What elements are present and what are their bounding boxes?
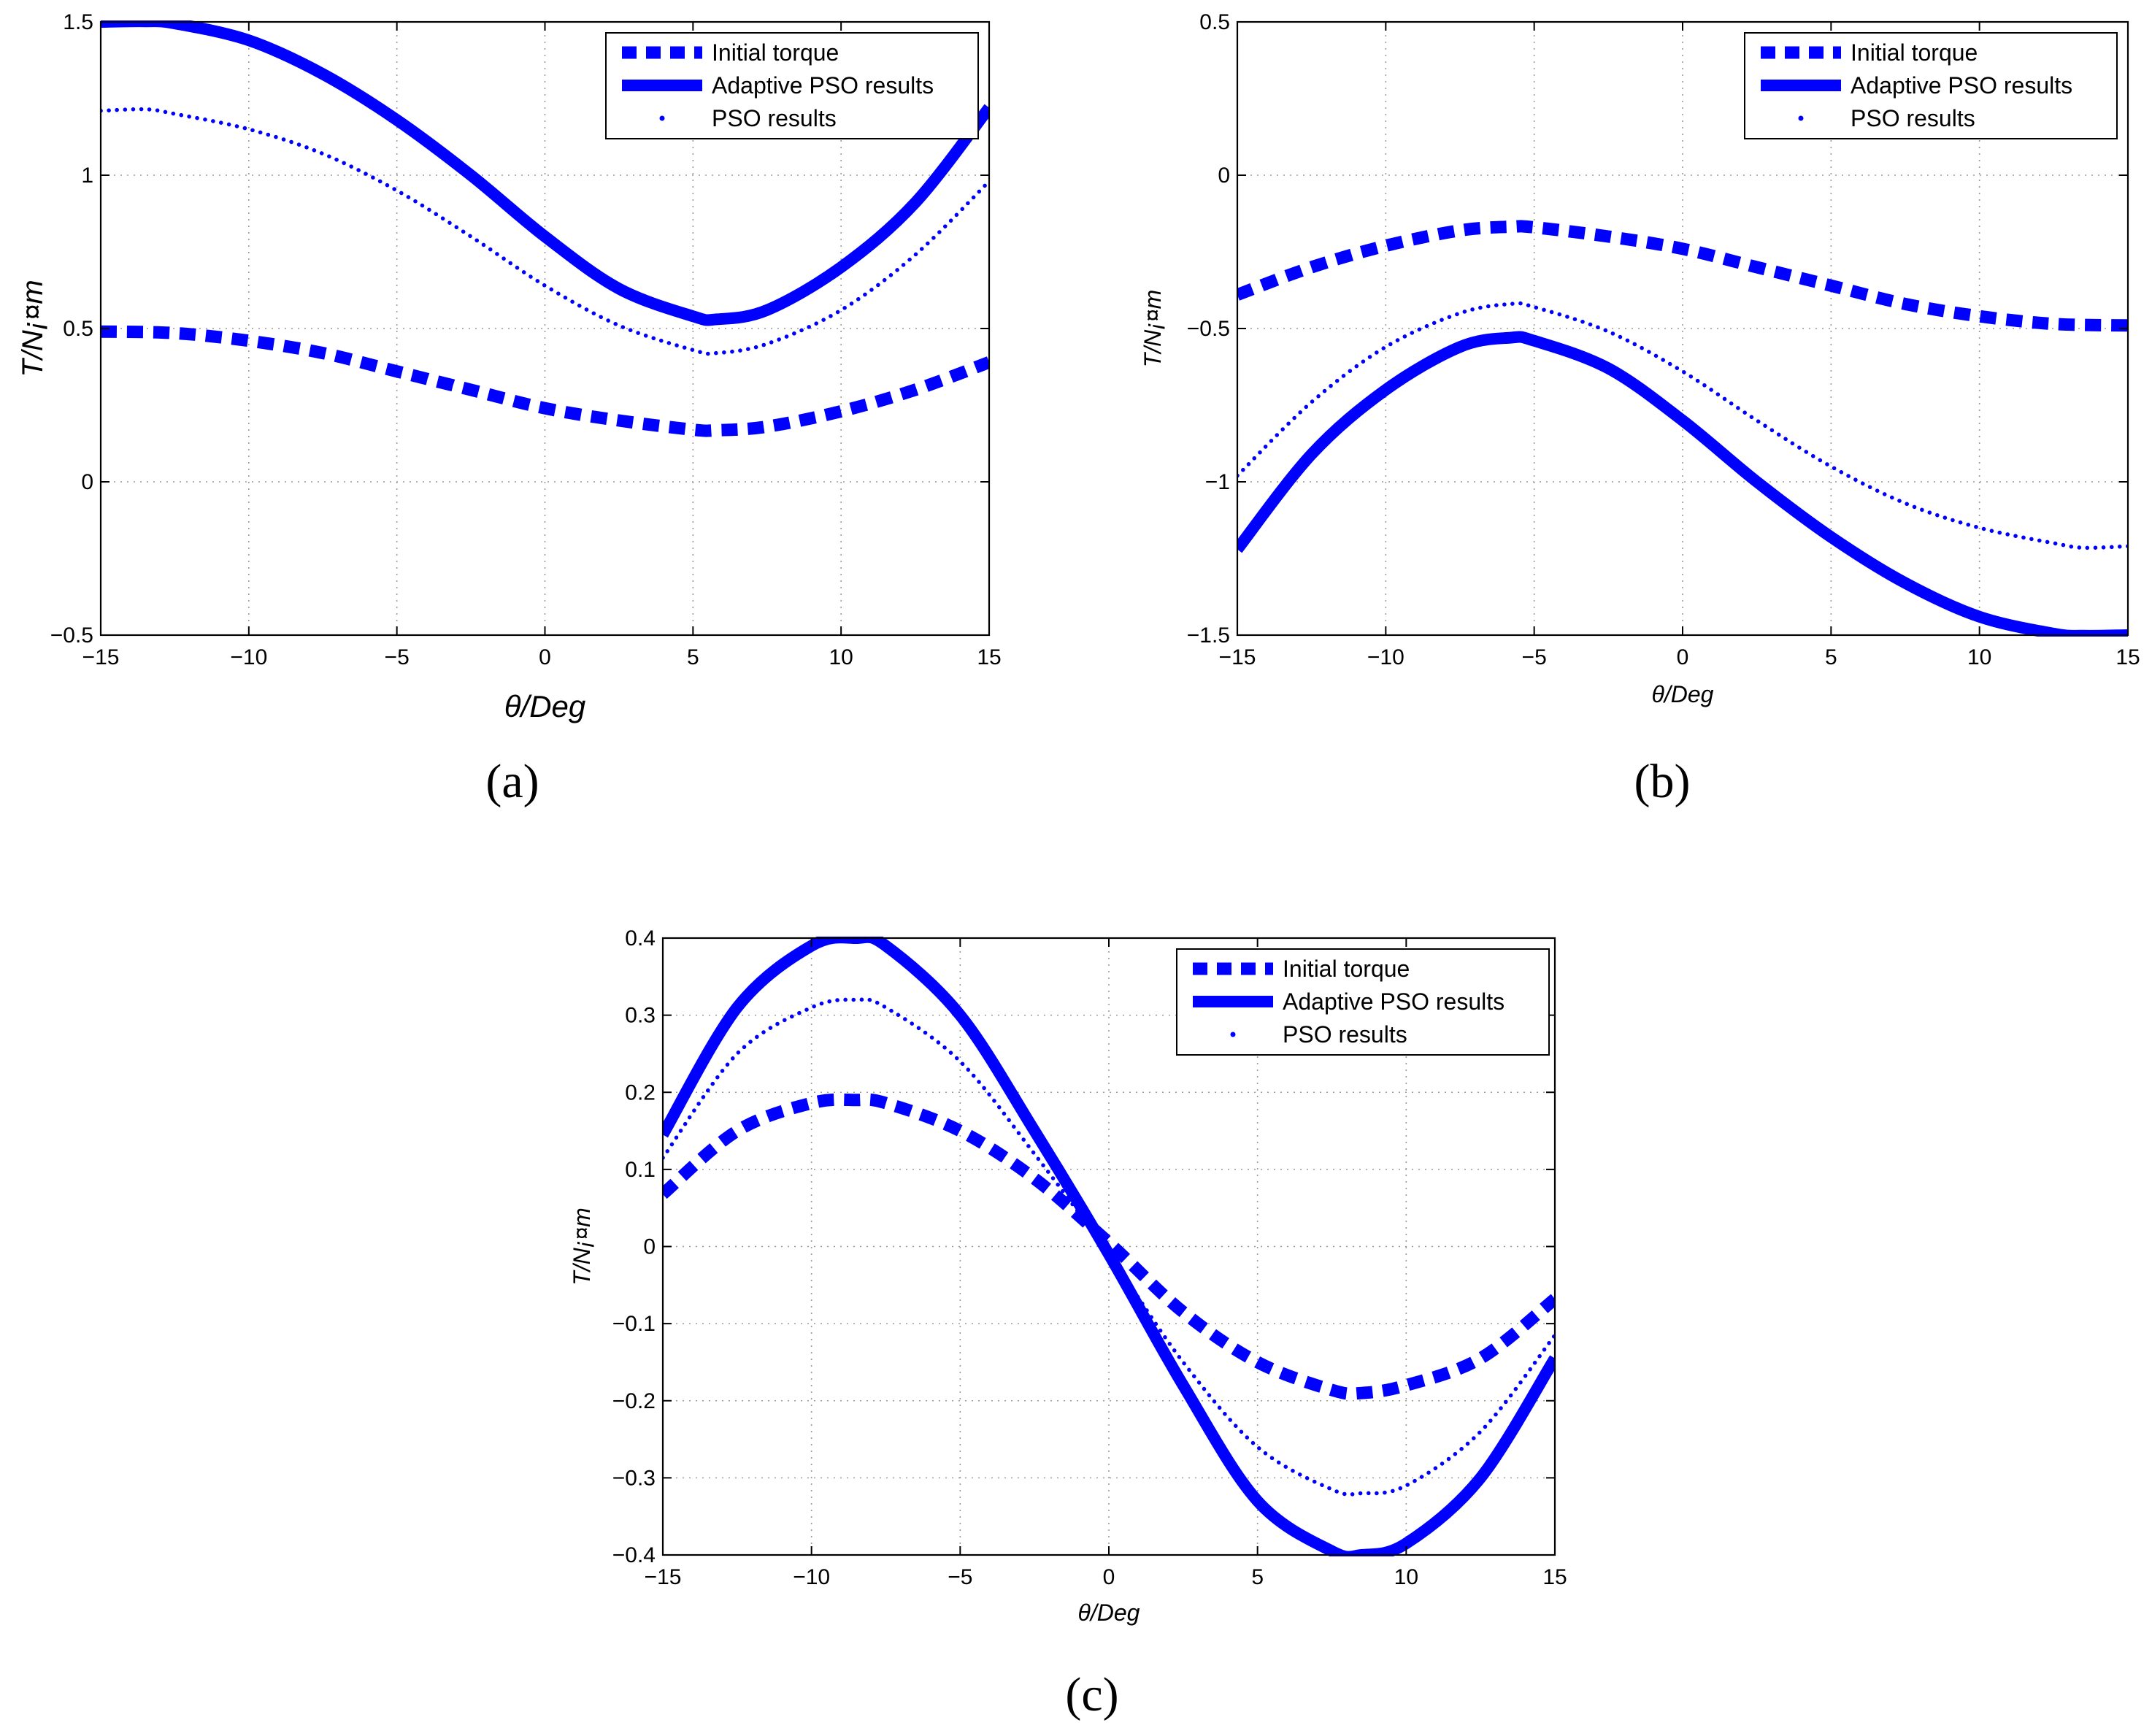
y-tick-label: −0.1 — [612, 1312, 656, 1336]
y-tick-label: 1.5 — [63, 10, 93, 34]
series-line-initial-torque — [1237, 220, 2128, 332]
y-tick-label: 0 — [643, 1235, 656, 1259]
panel-c: −15 −10 −5 0 5 10 15 −0.4 −0.3 −0.2 −0.1 0 0.1 0.2 0.3… — [569, 926, 1567, 1626]
series-line-adaptive-pso-results — [101, 20, 989, 326]
legend-swatch — [659, 115, 665, 121]
y-tick-label: −0.5 — [1187, 317, 1230, 341]
x-tick-label: 10 — [1394, 1565, 1418, 1589]
x-tick-label: 15 — [977, 645, 1001, 669]
legend-box — [605, 32, 979, 139]
series-line-pso-results — [663, 997, 1555, 1497]
x-tick-label: 0 — [1677, 645, 1689, 669]
x-tick-label: 0 — [539, 645, 551, 669]
y-tick-label: −1 — [1205, 470, 1230, 494]
legend-label: Adaptive PSO results — [712, 72, 934, 99]
y-tick-label: 0.1 — [625, 1158, 656, 1182]
legend-label: Initial torque — [712, 39, 839, 66]
series-group — [663, 937, 1555, 1556]
y-tick-label: −1.5 — [1187, 623, 1230, 648]
x-tick-label: −15 — [645, 1565, 682, 1589]
legend-label: PSO results — [1851, 105, 1975, 131]
series-line-adaptive-pso-results — [663, 937, 1555, 1556]
y-tick-label: 0.2 — [625, 1080, 656, 1105]
y-tick-label: 0 — [81, 470, 93, 494]
panel-a: −15 −10 −5 0 5 10 15 −0.5 0 0.5 1 1.5 θ/Deg T/N¡¤m Ini… — [17, 10, 1002, 723]
panel-label-a: (a) — [485, 755, 539, 808]
series-group — [1237, 220, 2128, 637]
legend-label: PSO results — [712, 105, 837, 131]
x-tick-label: 5 — [1251, 1565, 1264, 1589]
legend-label: Initial torque — [1283, 956, 1410, 982]
series-line-initial-torque — [101, 325, 989, 437]
y-tick-label: −0.5 — [50, 623, 93, 648]
y-axis-label: T/N¡¤m — [1140, 290, 1166, 368]
y-tick-label: 0.3 — [625, 1004, 656, 1028]
x-tick-label: −10 — [1367, 645, 1404, 669]
y-tick-label: 1 — [81, 164, 93, 188]
x-axis-label: θ/Deg — [1652, 681, 1714, 707]
legend-label: Initial torque — [1851, 39, 1978, 66]
legend-label: Adaptive PSO results — [1283, 988, 1505, 1015]
x-axis-label: θ/Deg — [1078, 1599, 1140, 1626]
x-tick-label: 15 — [2116, 645, 2140, 669]
x-tick-label: −15 — [1219, 645, 1256, 669]
legend: Initial torque Adaptive PSO results PSO re… — [1176, 948, 1550, 1056]
x-tick-label: 15 — [1542, 1565, 1567, 1589]
series-line-pso-results — [101, 107, 989, 356]
y-tick-label: 0.4 — [625, 926, 656, 950]
panel-label-b: (b) — [1634, 755, 1691, 808]
x-tick-label: −5 — [1522, 645, 1547, 669]
x-tick-label: 5 — [1825, 645, 1837, 669]
legend: Initial torque Adaptive PSO results PSO re… — [605, 32, 979, 139]
y-axis-label: T/N¡¤m — [569, 1207, 595, 1286]
panel-b: −15 −10 −5 0 5 10 15 −1.5 −1 −0.5 0 0.5 θ/Deg T/N¡¤m I… — [1140, 10, 2140, 707]
y-tick-label: 0 — [1218, 164, 1230, 188]
series-group — [101, 20, 989, 437]
x-tick-label: −10 — [230, 645, 267, 669]
series-line-pso-results — [1237, 301, 2128, 550]
legend: Initial torque Adaptive PSO results PSO re… — [1744, 32, 2118, 139]
legend-swatch — [1230, 1032, 1236, 1037]
x-tick-label: −5 — [948, 1565, 972, 1589]
series-line-adaptive-pso-results — [1237, 331, 2128, 637]
y-tick-label: 0.5 — [1199, 10, 1230, 34]
panel-label-c: (c) — [1065, 1668, 1118, 1721]
x-tick-label: −10 — [793, 1565, 830, 1589]
y-tick-label: 0.5 — [63, 317, 93, 341]
x-tick-label: −5 — [385, 645, 410, 669]
series-line-initial-torque — [663, 1093, 1555, 1400]
x-tick-label: 5 — [687, 645, 699, 669]
legend-label: PSO results — [1283, 1021, 1407, 1048]
y-tick-label: −0.3 — [612, 1466, 656, 1490]
y-axis-label: T/N¡¤m — [17, 280, 49, 377]
x-tick-label: −15 — [82, 645, 120, 669]
x-tick-label: 10 — [829, 645, 853, 669]
x-axis-label: θ/Deg — [504, 689, 586, 723]
y-tick-label: −0.4 — [612, 1543, 656, 1567]
legend-swatch — [1798, 115, 1804, 121]
x-tick-label: 0 — [1103, 1565, 1115, 1589]
legend-label: Adaptive PSO results — [1851, 72, 2072, 99]
x-tick-label: 10 — [1967, 645, 1991, 669]
y-tick-label: −0.2 — [612, 1389, 656, 1413]
